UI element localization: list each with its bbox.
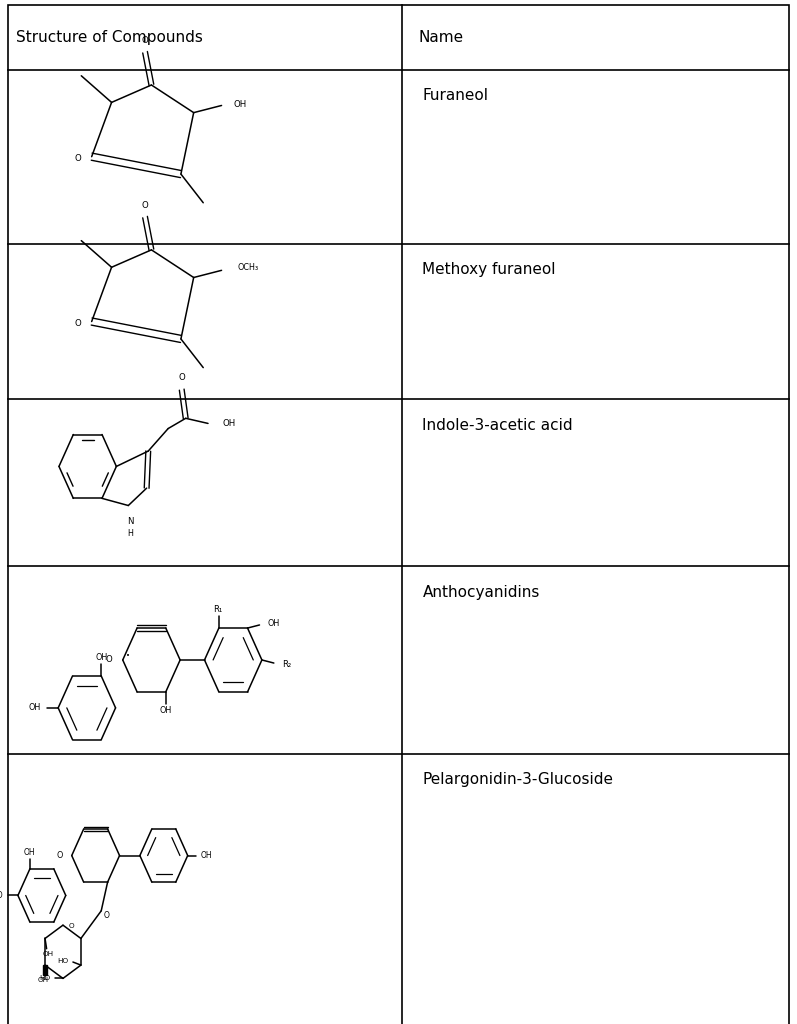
Text: N: N [127, 517, 133, 526]
Text: O: O [106, 655, 112, 665]
Text: OH: OH [29, 703, 41, 713]
Text: OH: OH [24, 848, 36, 857]
Text: OH: OH [38, 978, 49, 983]
Text: Anthocyanidins: Anthocyanidins [422, 585, 540, 600]
FancyArrow shape [42, 965, 47, 975]
Text: Name: Name [418, 30, 464, 45]
Text: HO: HO [39, 976, 50, 981]
Text: O: O [57, 851, 63, 860]
Text: H: H [127, 528, 133, 538]
Text: Furaneol: Furaneol [422, 88, 489, 103]
Text: Indole-3-acetic acid: Indole-3-acetic acid [422, 418, 573, 433]
Text: R₂: R₂ [282, 659, 291, 669]
Text: OH: OH [268, 620, 280, 629]
Text: O: O [75, 155, 81, 163]
Text: O: O [142, 202, 148, 210]
Text: OH: OH [222, 419, 236, 428]
Text: O: O [179, 373, 185, 382]
Text: O: O [142, 37, 148, 45]
Text: OCH₃: OCH₃ [238, 263, 259, 271]
Text: OH: OH [159, 706, 172, 715]
Text: R₁: R₁ [213, 605, 222, 614]
Text: Pelargonidin-3-Glucoside: Pelargonidin-3-Glucoside [422, 772, 614, 787]
Text: O: O [75, 319, 81, 328]
Text: Structure of Compounds: Structure of Compounds [16, 30, 202, 45]
Text: OH: OH [43, 951, 53, 956]
Text: •: • [126, 653, 130, 658]
Text: OH: OH [234, 100, 247, 109]
Text: OH: OH [95, 653, 108, 662]
Text: OH: OH [201, 851, 212, 860]
Text: O: O [104, 911, 109, 921]
Text: Methoxy furaneol: Methoxy furaneol [422, 262, 556, 278]
Text: O: O [69, 923, 75, 929]
Text: HO: HO [0, 891, 2, 900]
Text: HO: HO [57, 958, 69, 964]
